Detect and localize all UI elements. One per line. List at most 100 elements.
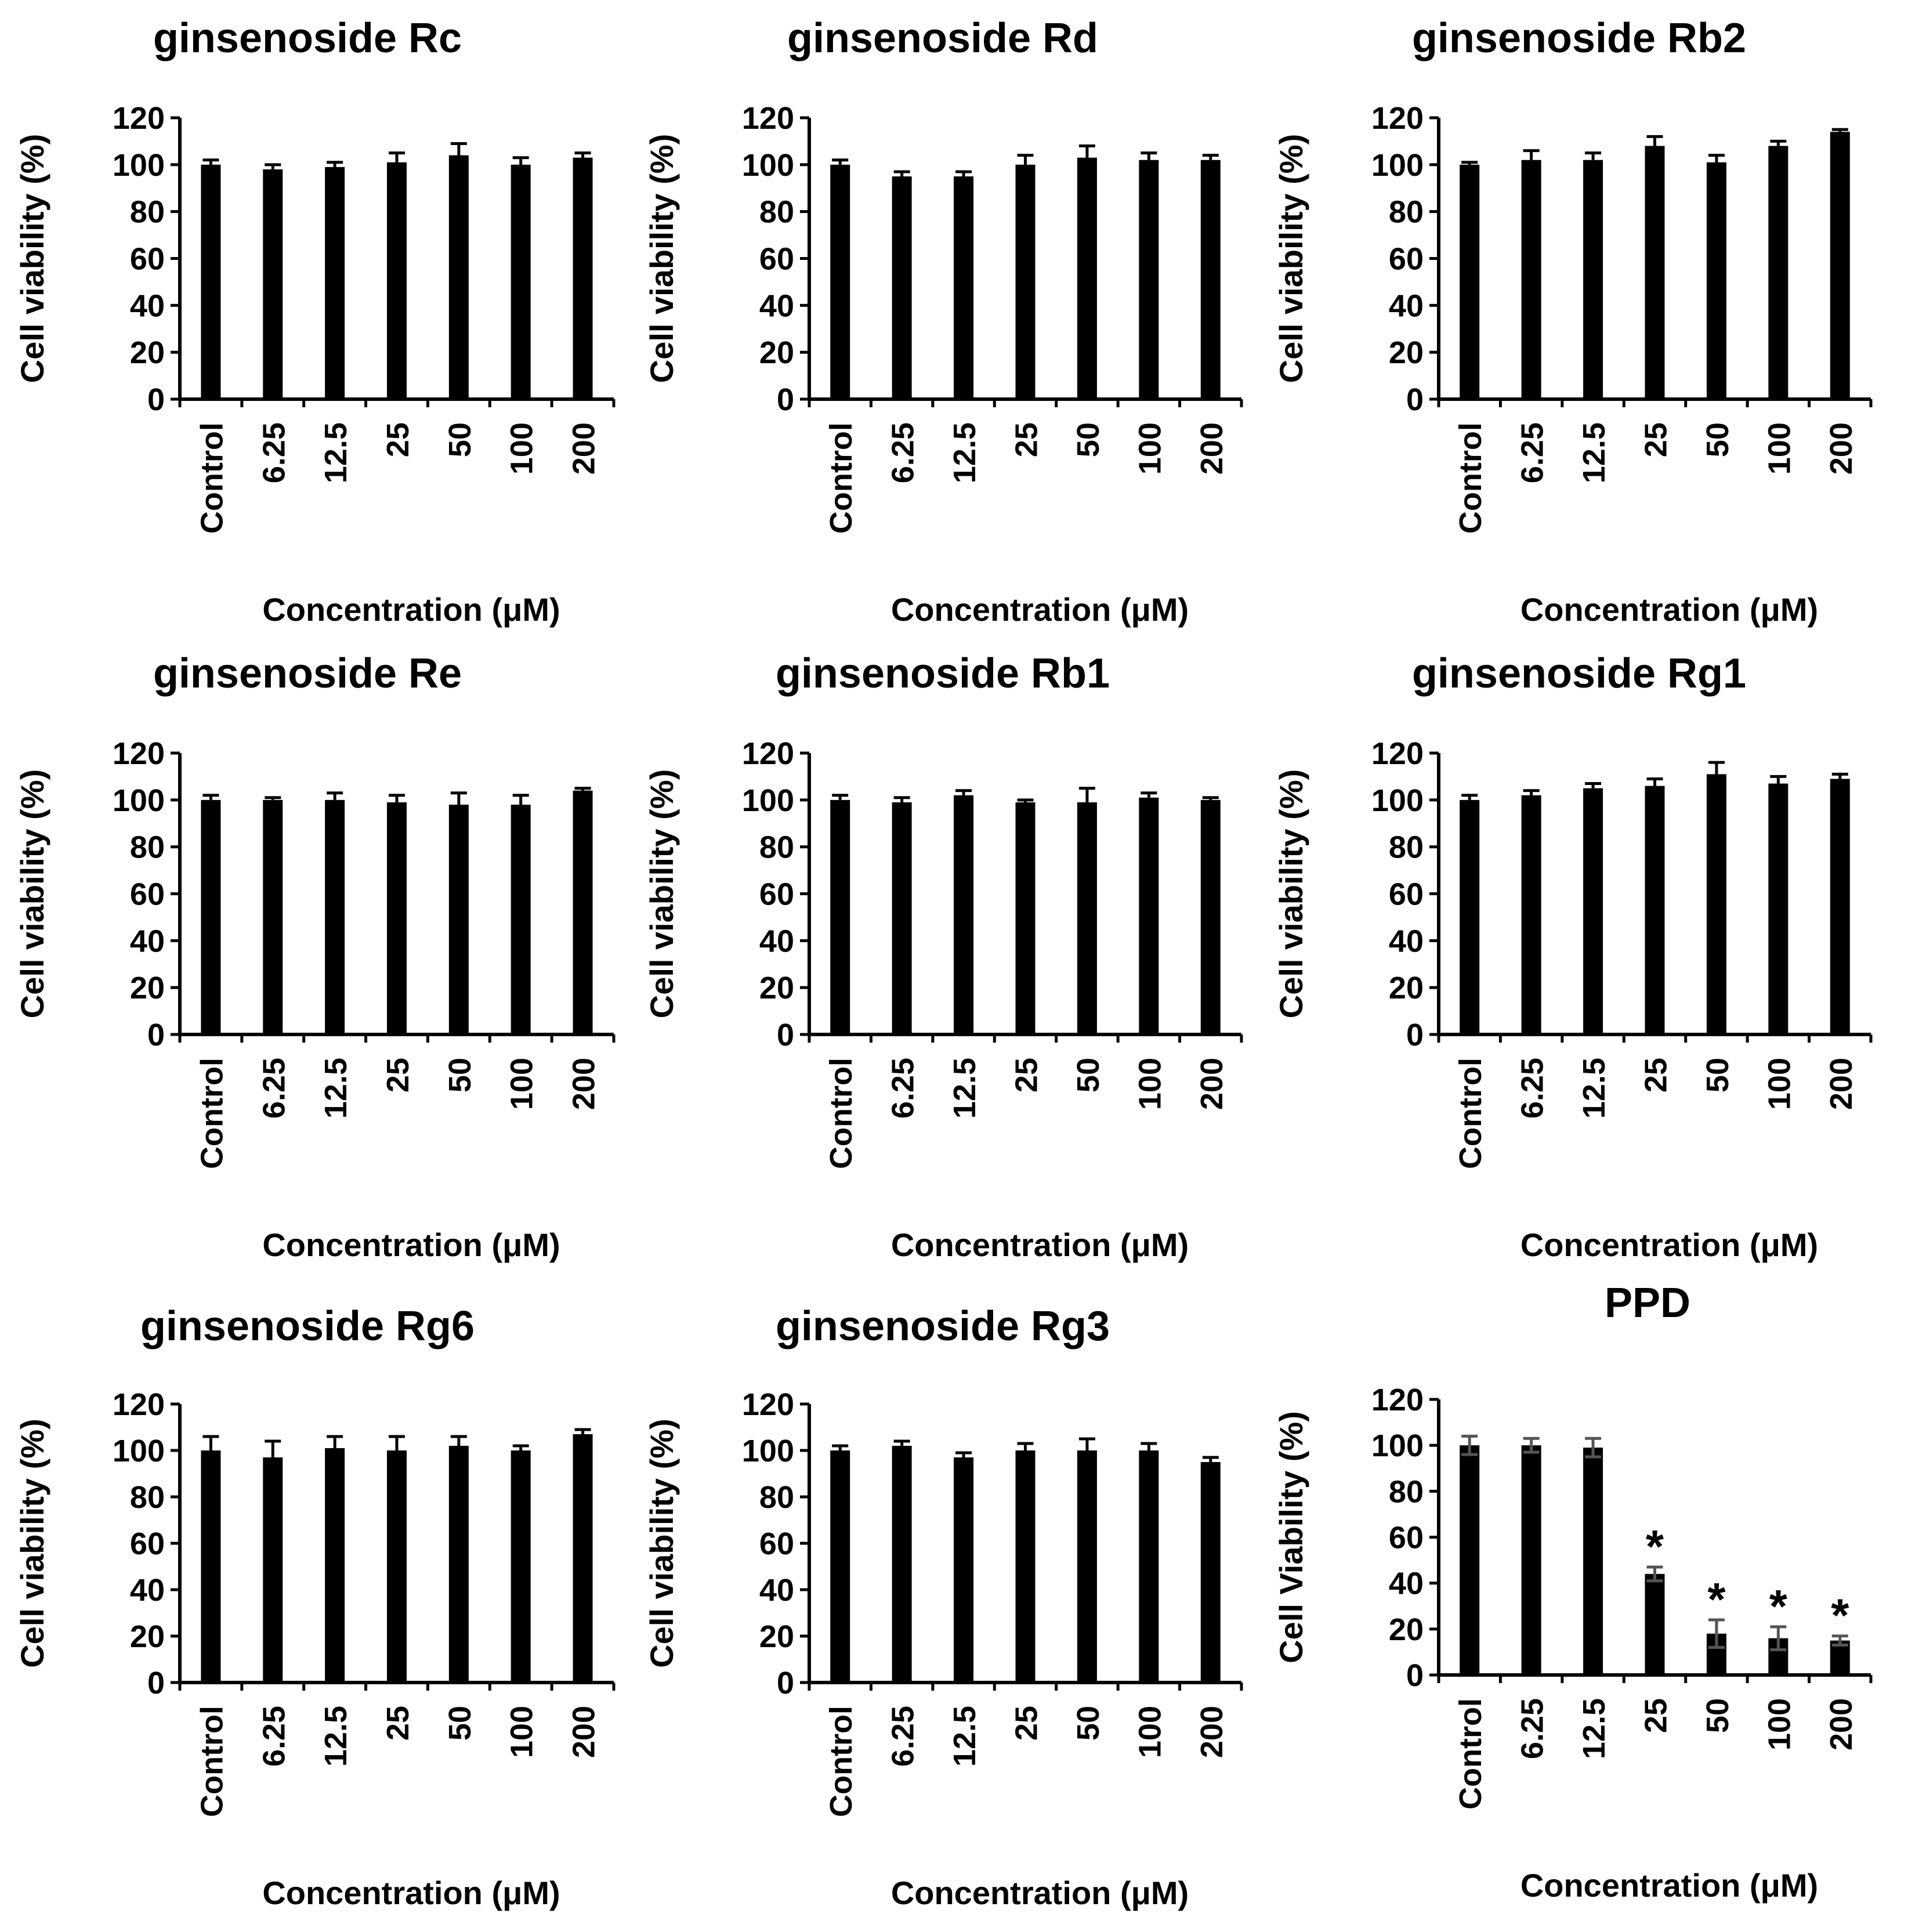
y-axis-label: Cell Viability (%): [1273, 1411, 1309, 1663]
y-tick-label: 60: [130, 1526, 165, 1561]
x-tick-label: 25: [381, 1058, 415, 1092]
x-tick-label: 6.25: [886, 1058, 921, 1119]
y-tick-label: 0: [147, 1666, 165, 1701]
y-tick-label: 20: [1389, 971, 1424, 1005]
y-tick-label: 100: [742, 783, 794, 818]
y-tick-label: 120: [1371, 1383, 1424, 1417]
y-tick-label: 20: [759, 971, 794, 1005]
x-axis-label: Concentration (μM): [1520, 591, 1818, 628]
y-tick-label: 120: [742, 736, 794, 771]
x-tick-label: 25: [381, 422, 415, 457]
bar: [830, 799, 850, 1034]
x-tick-label: 12.5: [1577, 1058, 1612, 1119]
bar: [511, 804, 531, 1034]
bar: [387, 802, 407, 1034]
bar: [1583, 1448, 1603, 1675]
chart-panel: ginsenoside Rd 0 20 40 60 80 100 120 Cell viabil…: [643, 15, 1243, 628]
x-tick-label: Control: [824, 1058, 859, 1169]
y-tick-label: 0: [777, 1666, 794, 1701]
x-tick-label: 200: [1194, 1058, 1229, 1110]
bar: [201, 799, 221, 1034]
y-axis-label: Cell viability (%): [14, 769, 50, 1018]
y-tick-label: 0: [777, 382, 794, 417]
bar: [1200, 799, 1221, 1034]
y-tick-label: 20: [759, 1619, 794, 1654]
bar: [325, 1448, 345, 1683]
bar: [573, 157, 593, 399]
bar: [1077, 802, 1097, 1034]
x-tick-label: 100: [1132, 422, 1167, 475]
x-axis-label: Concentration (μM): [262, 1875, 560, 1911]
y-axis-label: Cell viability (%): [1273, 769, 1309, 1018]
y-tick-label: 80: [759, 830, 794, 865]
bar: [1077, 1450, 1097, 1683]
x-tick-label: 12.5: [947, 422, 982, 483]
x-tick-label: 50: [1071, 422, 1106, 457]
y-tick-label: 80: [1389, 195, 1424, 230]
x-tick-label: 6.25: [1515, 1058, 1550, 1119]
x-tick-label: Control: [824, 1706, 859, 1817]
chart-panel: PPD 0 20 40 60 80 100 120 Cell Viability (%) Cont…: [1273, 1280, 1873, 1904]
x-tick-label: 50: [1700, 422, 1735, 457]
bar: [1521, 1445, 1541, 1675]
y-tick-label: 60: [130, 877, 165, 912]
bar: [1460, 1445, 1480, 1675]
y-tick-label: 40: [130, 288, 165, 323]
bar: [954, 1457, 974, 1683]
y-tick-label: 0: [147, 382, 165, 417]
y-axis-label: Cell viability (%): [14, 1419, 50, 1667]
bar: [1200, 1462, 1221, 1683]
bar: [1768, 146, 1788, 399]
y-tick-label: 20: [759, 335, 794, 370]
y-tick-label: 100: [1371, 1428, 1424, 1463]
y-tick-label: 20: [130, 1619, 165, 1654]
y-tick-label: 60: [759, 1526, 794, 1561]
y-tick-label: 0: [147, 1018, 165, 1052]
x-tick-label: 25: [1639, 422, 1674, 457]
x-tick-label: 200: [1824, 422, 1859, 475]
bar: [573, 1434, 593, 1683]
x-axis-label: Concentration (μM): [891, 1227, 1189, 1263]
x-tick-label: 25: [1009, 1058, 1044, 1092]
bar: [1460, 799, 1480, 1034]
x-axis-label: Concentration (μM): [1520, 1227, 1818, 1263]
bar: [1139, 797, 1159, 1034]
x-axis-label: Concentration (μM): [891, 1875, 1189, 1911]
x-axis-label: Concentration (μM): [262, 1227, 560, 1263]
chart-panel: ginsenoside Rg1 0 20 40 60 80 100 120 Cell viabi…: [1273, 650, 1873, 1263]
x-axis-label: Concentration (μM): [891, 591, 1189, 628]
y-tick-label: 0: [1406, 382, 1424, 417]
bar: [1645, 1573, 1665, 1675]
bar: [1706, 162, 1726, 399]
x-tick-label: 100: [1762, 422, 1797, 475]
bar: [1583, 160, 1603, 399]
x-tick-label: 100: [505, 1706, 540, 1758]
y-tick-label: 80: [759, 1480, 794, 1515]
x-tick-label: 25: [1009, 422, 1044, 457]
chart-panel: ginsenoside Rg6 0 20 40 60 80 100 120 Cell viabi…: [14, 1303, 616, 1911]
x-tick-label: 200: [1194, 1706, 1229, 1758]
x-tick-label: Control: [1453, 1698, 1488, 1810]
x-tick-label: 200: [1194, 422, 1229, 475]
y-tick-label: 120: [742, 101, 794, 136]
chart-title: ginsenoside Rg6: [140, 1303, 475, 1349]
significance-marker: *: [1707, 1573, 1726, 1625]
bar: [573, 790, 593, 1034]
bar: [325, 799, 345, 1034]
y-tick-label: 40: [1389, 288, 1424, 323]
x-tick-label: 50: [1700, 1698, 1735, 1733]
y-tick-label: 80: [1389, 1474, 1424, 1509]
chart-title: ginsenoside Rg1: [1412, 650, 1746, 697]
bar: [1077, 157, 1097, 399]
y-tick-label: 40: [1389, 924, 1424, 958]
significance-marker: *: [1769, 1580, 1788, 1632]
x-tick-label: 200: [1824, 1058, 1859, 1110]
chart-title: ginsenoside Rb2: [1412, 15, 1746, 61]
y-tick-label: 120: [113, 736, 165, 771]
bar: [387, 162, 407, 399]
x-tick-label: 100: [1762, 1058, 1797, 1110]
x-tick-label: 6.25: [1515, 422, 1550, 483]
x-tick-label: 6.25: [256, 422, 291, 483]
bar: [263, 1457, 283, 1683]
y-tick-label: 20: [130, 335, 165, 370]
